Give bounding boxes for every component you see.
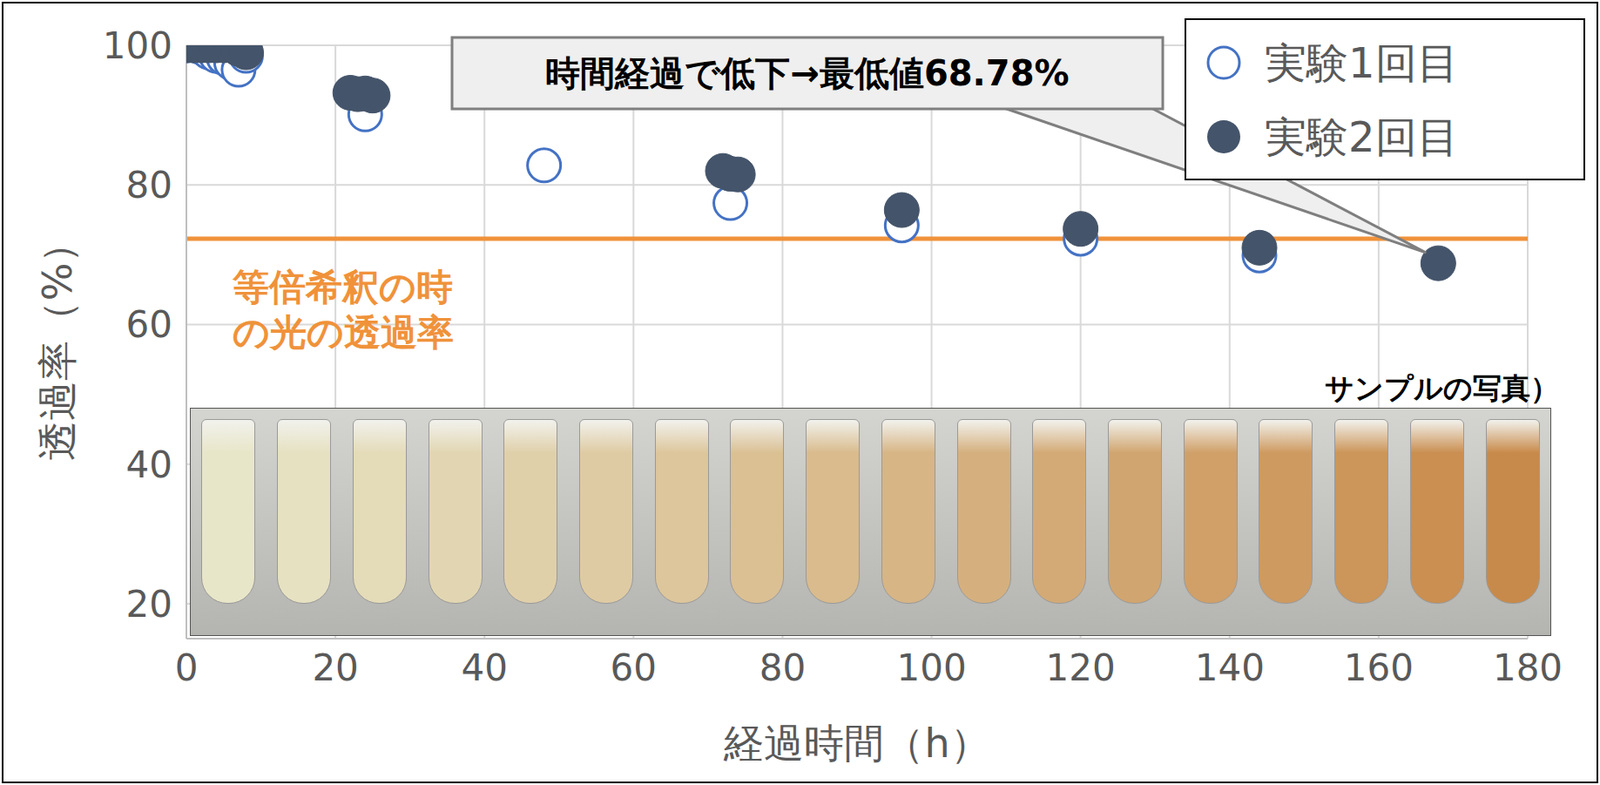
svg-text:時間経過で低下→最低値68.78%: 時間経過で低下→最低値68.78%	[545, 53, 1069, 94]
svg-text:140: 140	[1194, 646, 1265, 689]
svg-text:40: 40	[126, 443, 173, 487]
svg-text:120: 120	[1046, 646, 1116, 689]
svg-text:160: 160	[1343, 646, 1414, 689]
svg-text:経過時間（h）: 経過時間（h）	[722, 719, 990, 767]
svg-text:40: 40	[460, 646, 507, 689]
html-text:実験2回目: 実験2回目	[1264, 111, 1459, 161]
svg-text:20: 20	[126, 582, 173, 626]
svg-text:80: 80	[759, 646, 806, 689]
html-text:実験1回目: 実験1回目	[1264, 37, 1459, 87]
html-text:サンプルの写真）: サンプルの写真）	[1324, 371, 1560, 406]
svg-text:80: 80	[126, 163, 173, 207]
svg-text:60: 60	[610, 646, 657, 689]
svg-text:透過率（%）: 透過率（%）	[33, 222, 82, 462]
svg-text:180: 180	[1492, 646, 1563, 689]
svg-text:0: 0	[175, 646, 199, 689]
svg-text:60: 60	[126, 303, 173, 346]
svg-text:100: 100	[896, 646, 966, 689]
svg-text:20: 20	[311, 646, 358, 689]
svg-text:等倍希釈の時の光の透過率: 等倍希釈の時の光の透過率	[231, 265, 454, 354]
svg-text:100: 100	[102, 24, 173, 68]
